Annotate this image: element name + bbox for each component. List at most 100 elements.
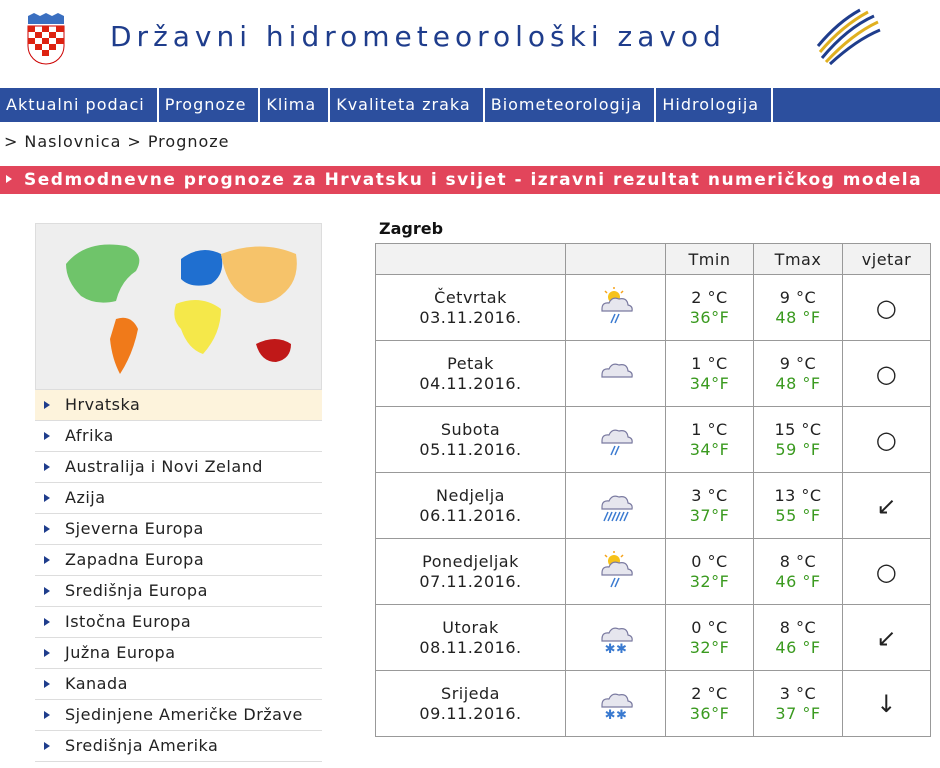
tmax-cell: 9 °C 48 °F — [753, 340, 843, 407]
site-title: Državni hidrometeorološki zavod — [110, 20, 726, 53]
date: 05.11.2016. — [419, 439, 522, 459]
weather-icon — [600, 429, 633, 456]
forecast-row: Ponedjeljak 07.11.2016. 0 °C 32°F 8 °C 46 °F ○ — [375, 538, 931, 605]
nav-item[interactable]: Kvaliteta zraka — [330, 88, 485, 122]
nav-item[interactable]: Biometeorologija — [485, 88, 657, 122]
breadcrumb-separator: > — [127, 132, 142, 151]
region-link[interactable]: Australija i Novi Zeland — [35, 452, 322, 483]
tmax-celsius: 8 °C — [779, 551, 817, 571]
day-cell: Subota 05.11.2016. — [375, 406, 566, 473]
wind: ○ — [842, 538, 931, 605]
column-header: Tmin — [665, 243, 754, 275]
region-link[interactable]: Azija — [35, 483, 322, 514]
tmin-fahrenheit: 32°F — [689, 637, 730, 657]
world-map — [35, 223, 322, 390]
forecast-row: Subota 05.11.2016. 1 °C 34°F 15 °C 59 °F ○ — [375, 406, 931, 473]
breadcrumb: > Naslovnica > Prognoze — [4, 132, 236, 151]
weather-icon — [600, 363, 633, 378]
wind: ↙ — [842, 604, 931, 671]
region-link[interactable]: Sjedinjene Američke Države — [35, 700, 322, 731]
icon-cell — [565, 406, 666, 473]
nav-bar: Aktualni podaci Prognoze Klima Kvaliteta zr… — [0, 88, 940, 122]
region-link[interactable]: Središnja Europa — [35, 576, 322, 607]
column-header: vjetar — [842, 243, 931, 275]
region-link[interactable]: Sjeverna Europa — [35, 514, 322, 545]
date: 07.11.2016. — [419, 571, 522, 591]
icon-cell — [565, 472, 666, 539]
region-link[interactable]: Hrvatska — [35, 390, 322, 421]
icon-cell — [565, 538, 666, 605]
wind: ○ — [842, 340, 931, 407]
tmax-cell: 8 °C 46 °F — [753, 538, 843, 605]
tmax-celsius: 15 °C — [774, 419, 822, 439]
tmin-fahrenheit: 32°F — [689, 571, 730, 591]
forecast-table: Tmin Tmax vjetar Četvrtak 03.11.2016. 2 °C 36… — [375, 243, 931, 737]
weather-icon: ✱✱ — [600, 627, 633, 657]
tmax-celsius: 13 °C — [774, 485, 822, 505]
day-name: Subota — [440, 419, 501, 439]
breadcrumb-separator: > — [4, 132, 19, 151]
date: 06.11.2016. — [419, 505, 522, 525]
tmin-cell: 0 °C 32°F — [665, 538, 754, 605]
day-cell: Srijeda 09.11.2016. — [375, 670, 566, 737]
day-cell: Petak 04.11.2016. — [375, 340, 566, 407]
day-cell: Ponedjeljak 07.11.2016. — [375, 538, 566, 605]
column-header: Tmax — [753, 243, 843, 275]
tmax-celsius: 9 °C — [779, 287, 817, 307]
header-cell — [565, 243, 666, 275]
day-cell: Nedjelja 06.11.2016. — [375, 472, 566, 539]
tmin-cell: 2 °C 36°F — [665, 274, 754, 341]
wind: ↙ — [842, 472, 931, 539]
tmax-cell: 8 °C 46 °F — [753, 604, 843, 671]
tmax-cell: 3 °C 37 °F — [753, 670, 843, 737]
tmin-cell: 3 °C 37°F — [665, 472, 754, 539]
nav-item[interactable]: Prognoze — [159, 88, 261, 122]
region-link[interactable]: Južna Europa — [35, 638, 322, 669]
forecast-row: Srijeda 09.11.2016. ✱✱ 2 °C 36°F 3 °C 37 °F ↓ — [375, 670, 931, 737]
date: 03.11.2016. — [419, 307, 522, 327]
day-name: Petak — [447, 353, 494, 373]
nav-item[interactable]: Aktualni podaci — [0, 88, 159, 122]
banner-text: Sedmodnevne prognoze za Hrvatsku i svije… — [24, 170, 923, 190]
header-cell — [375, 243, 566, 275]
tmin-celsius: 2 °C — [691, 683, 728, 703]
nav-item[interactable]: Hidrologija — [656, 88, 774, 122]
tmax-fahrenheit: 59 °F — [775, 439, 821, 459]
day-name: Četvrtak — [434, 287, 507, 307]
tmax-celsius: 3 °C — [779, 683, 817, 703]
icon-cell — [565, 274, 666, 341]
region-link[interactable]: Kanada — [35, 669, 322, 700]
breadcrumb-item[interactable]: Naslovnica — [24, 132, 122, 151]
tmin-celsius: 2 °C — [691, 287, 728, 307]
icon-cell — [565, 340, 666, 407]
weather-icon: ✱✱ — [600, 693, 633, 723]
region-link[interactable]: Zapadna Europa — [35, 545, 322, 576]
tmin-celsius: 1 °C — [691, 419, 728, 439]
wind: ↓ — [842, 670, 931, 737]
logo — [816, 8, 881, 66]
icon-cell: ✱✱ — [565, 604, 666, 671]
region-link[interactable]: Istočna Europa — [35, 607, 322, 638]
tmin-celsius: 0 °C — [691, 617, 728, 637]
tmax-fahrenheit: 37 °F — [775, 703, 821, 723]
breadcrumb-item[interactable]: Prognoze — [147, 132, 230, 151]
icon-cell: ✱✱ — [565, 670, 666, 737]
tmin-celsius: 0 °C — [691, 551, 728, 571]
weather-icon — [600, 495, 633, 522]
tmin-cell: 1 °C 34°F — [665, 406, 754, 473]
tmin-fahrenheit: 34°F — [689, 439, 730, 459]
region-link[interactable]: Afrika — [35, 421, 322, 452]
date: 09.11.2016. — [419, 703, 522, 723]
nav-item[interactable]: Klima — [260, 88, 331, 122]
tmin-fahrenheit: 36°F — [689, 703, 730, 723]
forecast-row: Petak 04.11.2016. 1 °C 34°F 9 °C 48 °F ○ — [375, 340, 931, 407]
tmax-fahrenheit: 55 °F — [775, 505, 821, 525]
wind: ○ — [842, 274, 931, 341]
map-graphic — [66, 244, 297, 374]
tmax-celsius: 9 °C — [779, 353, 817, 373]
day-name: Ponedjeljak — [422, 551, 519, 571]
tmin-cell: 0 °C 32°F — [665, 604, 754, 671]
region-link[interactable]: Središnja Amerika — [35, 731, 322, 762]
date: 08.11.2016. — [419, 637, 522, 657]
